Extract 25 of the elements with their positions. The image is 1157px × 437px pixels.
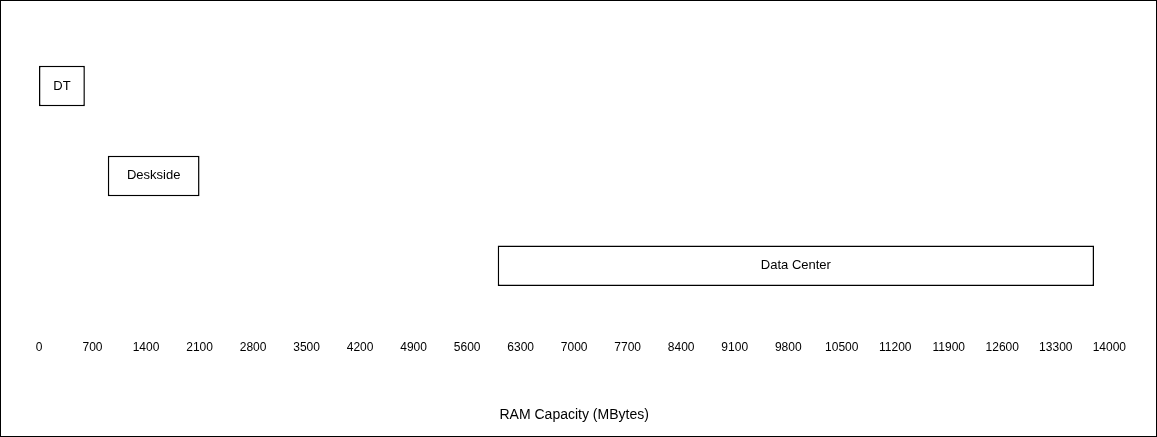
- x-axis-title: RAM Capacity (MBytes): [499, 406, 649, 423]
- x-tick-label: 13300: [1039, 340, 1073, 355]
- x-tick-label: 14000: [1092, 340, 1127, 355]
- x-tick-label: 9100: [721, 340, 749, 355]
- x-tick-label: 5600: [453, 340, 481, 355]
- x-tick-label: 4900: [400, 340, 428, 355]
- x-tick-label: 7000: [560, 340, 588, 355]
- x-tick-label: 8400: [667, 340, 695, 355]
- y-tick-label: DT: [53, 77, 71, 93]
- x-tick-label: 2800: [239, 340, 267, 355]
- x-tick-label: 11900: [932, 340, 966, 355]
- x-tick-label: 1400: [132, 340, 160, 355]
- x-tick-label: 2100: [186, 340, 214, 355]
- y-tick-label: Data Center: [760, 257, 832, 273]
- x-tick-label: 3500: [293, 340, 321, 355]
- x-tick-label: 0: [35, 340, 43, 355]
- x-tick-label: 9800: [774, 340, 802, 355]
- x-tick-label: 700: [82, 340, 103, 355]
- x-tick-label: 7700: [614, 340, 642, 355]
- x-tick-label: 11200: [879, 340, 912, 355]
- x-tick-label: 4200: [346, 340, 374, 355]
- x-tick-label: 6300: [507, 340, 535, 355]
- y-tick-label: Deskside: [126, 167, 181, 183]
- x-tick-label: 12600: [985, 340, 1020, 355]
- x-tick-label: 10500: [825, 340, 859, 355]
